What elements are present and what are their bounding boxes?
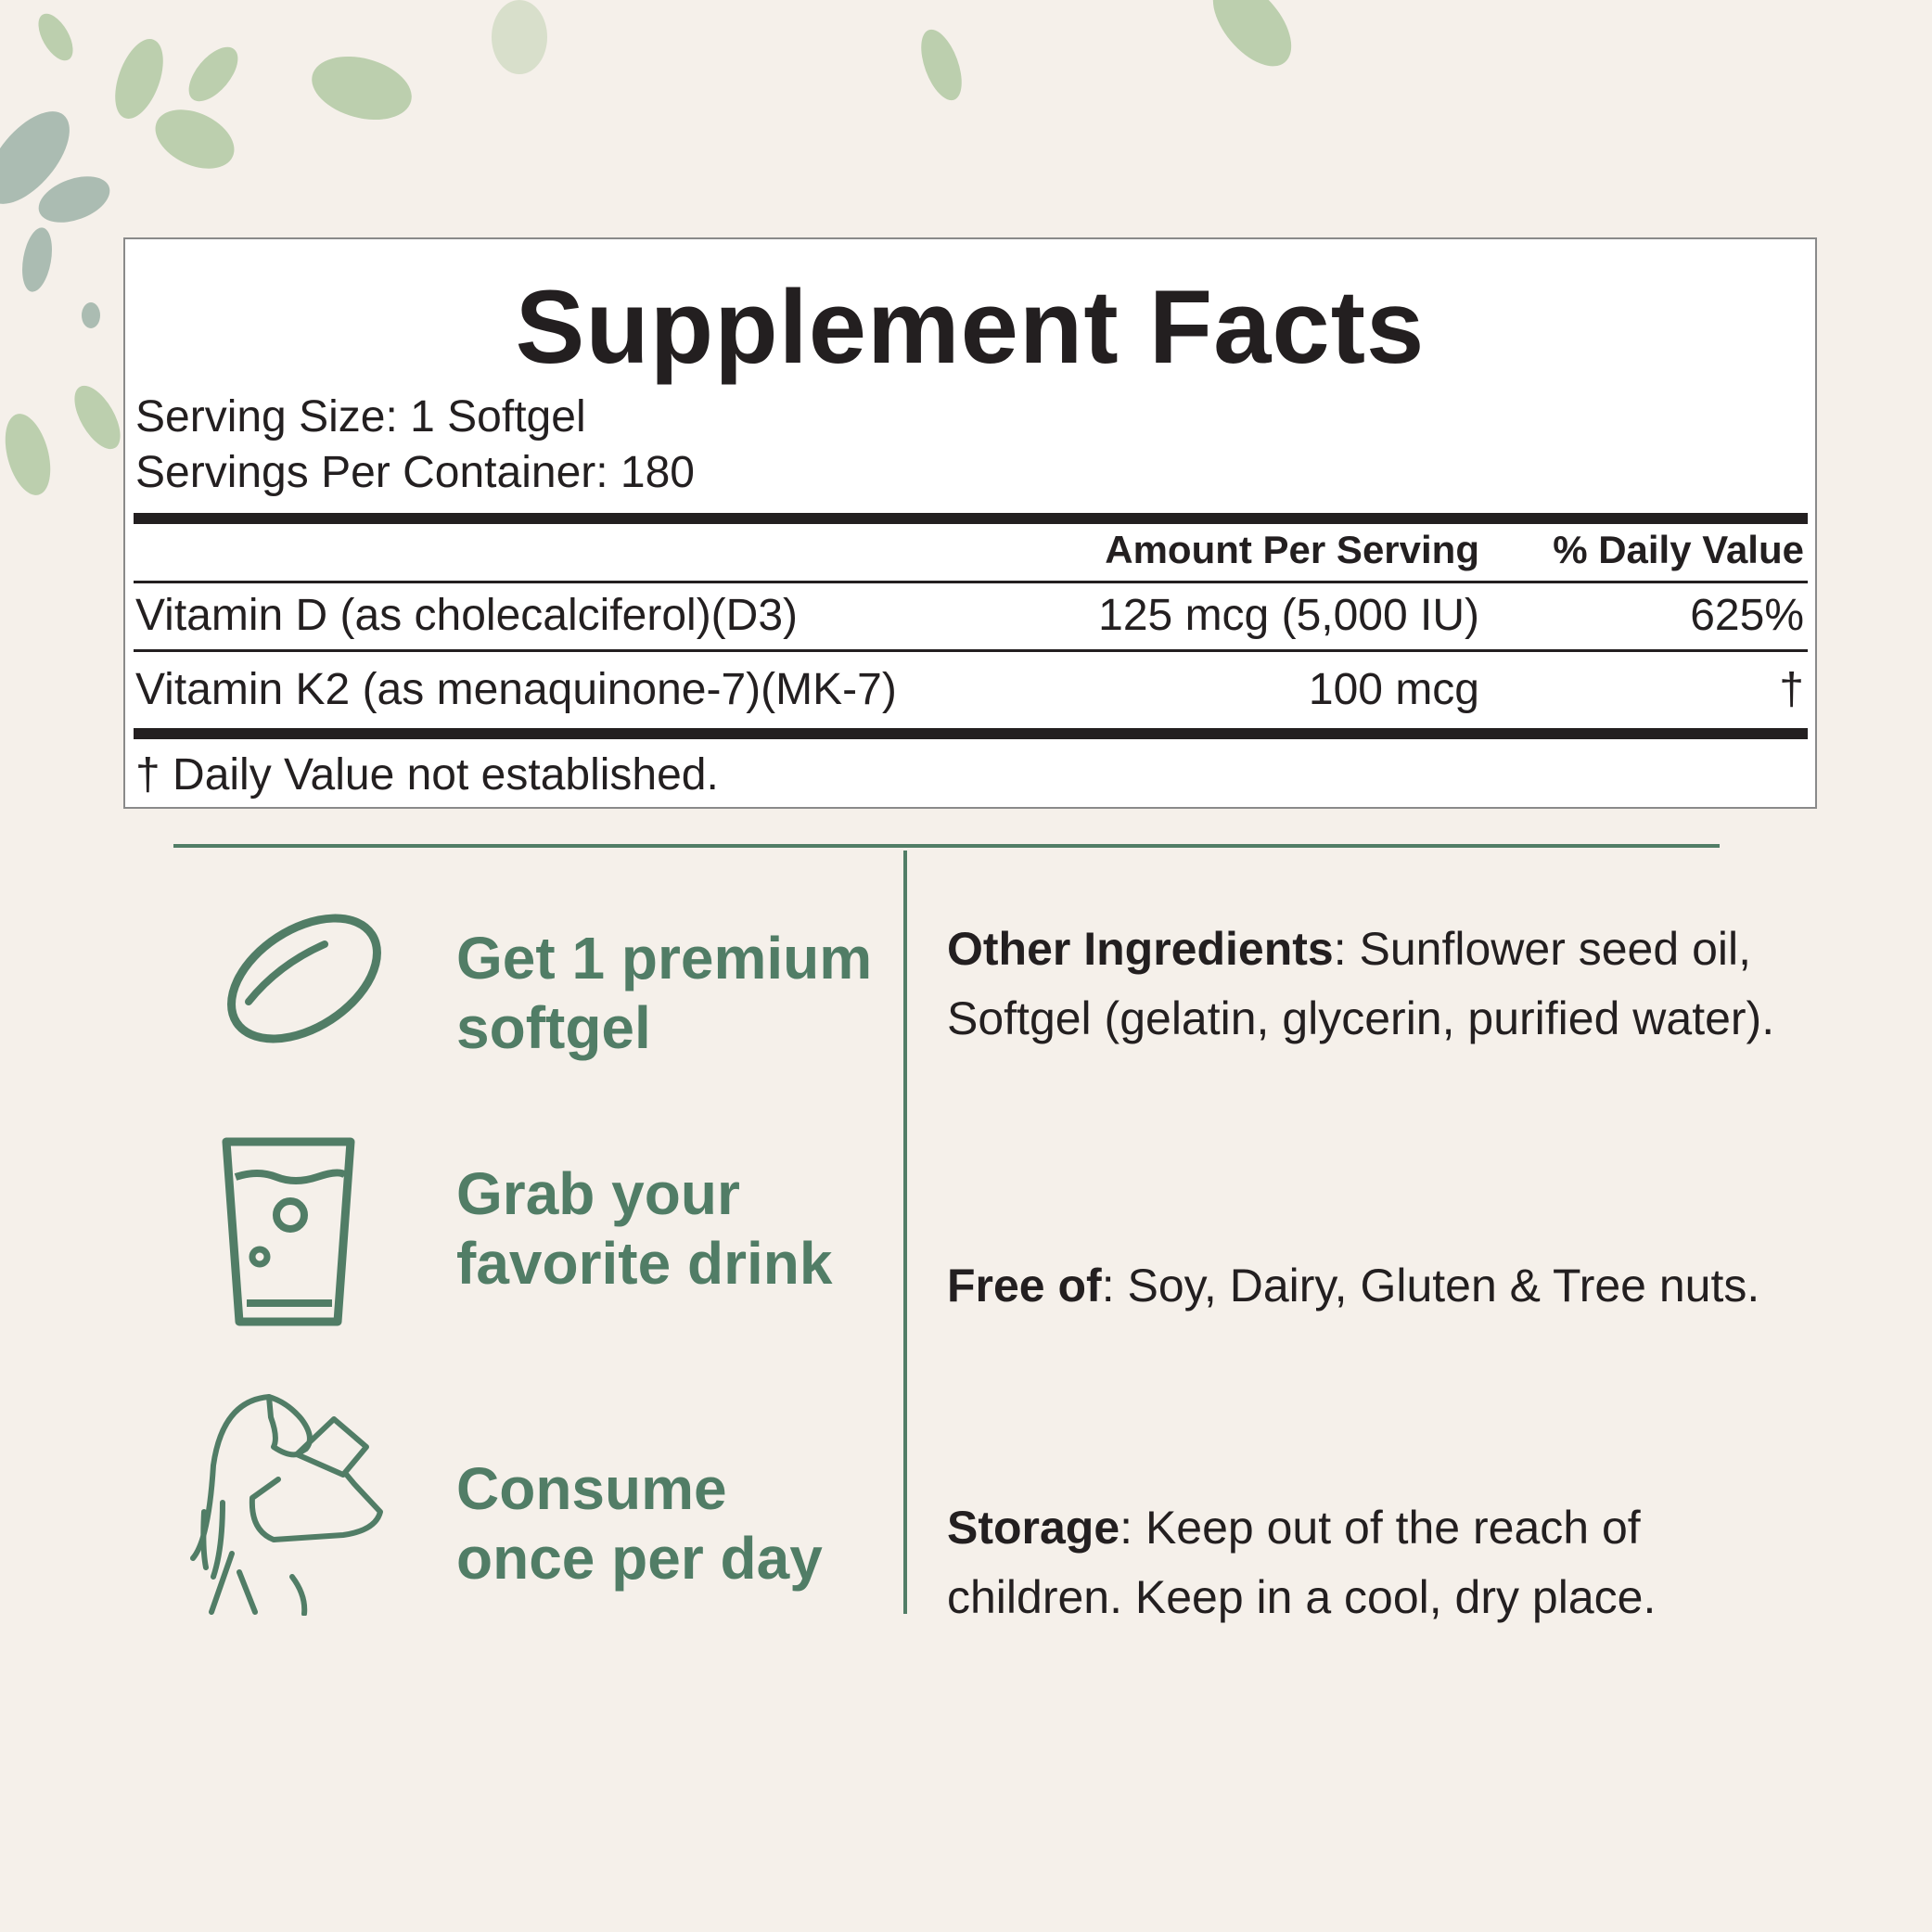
step-1-text: Get 1 premium softgel [456,924,872,1063]
row-daily-value: † [1779,665,1804,714]
thin-divider [134,649,1808,652]
glass-icon [222,1137,355,1326]
free-of-label: Free of [947,1260,1102,1311]
footnote: † Daily Value not established. [135,750,719,800]
step-3-text: Consume once per day [456,1454,823,1593]
other-ingredients-label: Other Ingredients [947,923,1334,975]
step-line: Consume [456,1455,727,1522]
header-daily-value: % Daily Value [1553,528,1804,571]
step-line: once per day [456,1525,823,1592]
row-daily-value: 625% [1690,591,1804,640]
step-2-text: Grab your favorite drink [456,1159,832,1299]
row-name: Vitamin D (as cholecalciferol)(D3) [135,591,798,640]
free-of-text: : Soy, Dairy, Gluten & Tree nuts. [1101,1260,1760,1311]
decorative-leaves [0,0,1292,495]
section-divider-vertical [903,851,907,1614]
row-amount: 100 mcg [1308,665,1479,714]
thick-divider [134,513,1808,524]
section-divider-horizontal [173,844,1720,848]
step-line: favorite drink [456,1230,833,1297]
step-line: softgel [456,994,651,1061]
serving-size: Serving Size: 1 Softgel [135,392,586,441]
thick-divider [134,728,1808,739]
row-amount: 125 mcg (5,000 IU) [1098,591,1479,640]
free-of: Free of: Soy, Dairy, Gluten & Tree nuts. [947,1251,1800,1321]
panel-title: Supplement Facts [515,269,1426,385]
supplement-facts-panel: Supplement Facts Serving Size: 1 Softgel… [123,237,1817,809]
storage: Storage: Keep out of the reach of childr… [947,1493,1745,1632]
servings-per-container: Servings Per Container: 180 [135,448,695,497]
thin-divider [134,581,1808,583]
woman-drinking-icon [190,1394,383,1616]
storage-label: Storage [947,1502,1120,1554]
step-line: Grab your [456,1160,740,1227]
other-ingredients-text: : Sunflower seed oil, Softgel (gelatin, … [947,923,1775,1044]
other-ingredients: Other Ingredients: Sunflower seed oil, S… [947,915,1800,1054]
storage-text: : Keep out of the reach of children. Kee… [947,1502,1657,1623]
header-amount: Amount Per Serving [1105,528,1479,571]
step-line: Get 1 premium [456,925,873,992]
softgel-icon [227,914,381,1043]
row-name: Vitamin K2 (as menaquinone-7)(MK-7) [135,665,897,714]
